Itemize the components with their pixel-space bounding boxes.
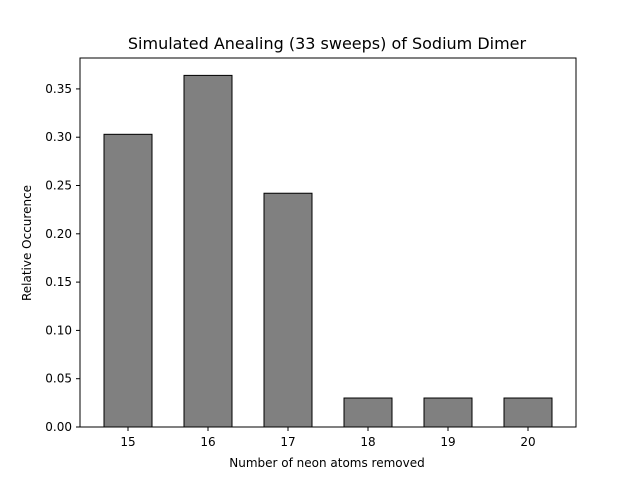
- x-axis: 15 16 17 18 19 20: [120, 427, 536, 449]
- x-tick-label-19: 19: [440, 435, 455, 449]
- x-tick-label-15: 15: [120, 435, 135, 449]
- bar-15: [103, 133, 153, 428]
- bars-layer: [103, 74, 553, 428]
- bar-20: [503, 397, 553, 428]
- bar-16: [183, 74, 233, 428]
- y-tick-label-0.20: 0.20: [45, 227, 72, 241]
- x-tick-label-20: 20: [520, 435, 535, 449]
- x-axis-label: Number of neon atoms removed: [229, 456, 425, 470]
- y-tick-label-0.10: 0.10: [45, 323, 72, 337]
- chart-title: Simulated Anealing (33 sweeps) of Sodium…: [128, 34, 527, 53]
- y-tick-label-0.30: 0.30: [45, 130, 72, 144]
- x-tick-label-17: 17: [280, 435, 295, 449]
- y-axis-label: Relative Occurence: [20, 185, 34, 301]
- bar-17: [263, 192, 313, 428]
- x-tick-label-18: 18: [360, 435, 375, 449]
- y-tick-label-0.35: 0.35: [45, 82, 72, 96]
- y-tick-label-0.05: 0.05: [45, 372, 72, 386]
- x-tick-label-16: 16: [200, 435, 215, 449]
- y-axis: 0.00 0.05 0.10 0.15 0.20 0.25 0.30 0.35: [45, 82, 80, 434]
- y-tick-label-0.15: 0.15: [45, 275, 72, 289]
- bar-18: [343, 397, 393, 428]
- plot-frame: [79, 57, 577, 428]
- y-tick-label-0.25: 0.25: [45, 179, 72, 193]
- bar-19: [423, 397, 473, 428]
- y-tick-label-0.00: 0.00: [45, 420, 72, 434]
